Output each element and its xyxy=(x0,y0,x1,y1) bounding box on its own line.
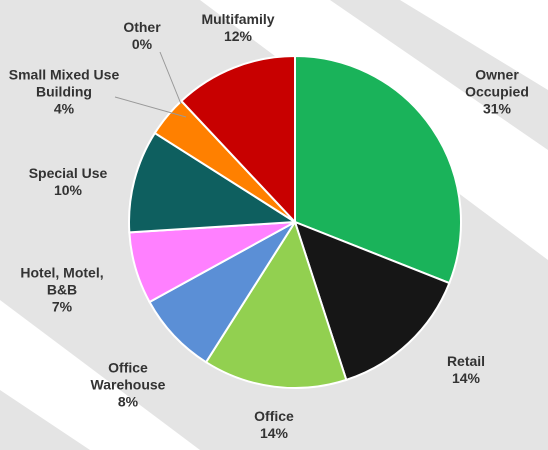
category-label: Owner Occupied xyxy=(465,66,529,100)
slice-label: Retail 14% xyxy=(436,353,496,387)
category-label: Hotel, Motel, B&B xyxy=(20,264,104,298)
slice-label: Hotel, Motel, B&B 7% xyxy=(17,265,107,316)
slice-label: Owner Occupied 31% xyxy=(452,67,542,118)
slices xyxy=(128,54,462,389)
pie-slice xyxy=(179,54,296,225)
slice-label: Small Mixed Use Building 4% xyxy=(4,67,124,118)
slice-label: Special Use 10% xyxy=(13,165,123,199)
category-label: Office Warehouse xyxy=(90,359,166,393)
slice-label: Other 0% xyxy=(112,19,172,53)
value-label: 31% xyxy=(482,100,512,117)
slice-label: Office 14% xyxy=(244,408,304,442)
background-stripe xyxy=(400,0,548,90)
category-label: Special Use xyxy=(28,165,108,181)
pie-slice xyxy=(294,54,462,285)
slice-label: Office Warehouse 8% xyxy=(83,360,173,411)
pie-slice xyxy=(128,131,299,234)
leader-line xyxy=(159,51,182,105)
slice-label: Multifamily 12% xyxy=(183,11,293,45)
value-label: 14% xyxy=(259,425,289,441)
value-label: 7% xyxy=(51,298,73,315)
category-label: Office xyxy=(254,408,294,424)
value-label: 14% xyxy=(451,370,481,386)
pie-slice xyxy=(204,219,348,389)
value-label: 8% xyxy=(117,393,139,410)
category-label: Small Mixed Use Building xyxy=(8,66,120,100)
value-label: 4% xyxy=(53,100,75,117)
category-label: Multifamily xyxy=(201,11,275,27)
category-label: Other xyxy=(123,19,161,35)
value-label: 12% xyxy=(223,28,253,44)
leader-line xyxy=(114,96,187,118)
value-label: 0% xyxy=(131,36,153,52)
value-label: 10% xyxy=(53,182,83,198)
background-stripe xyxy=(0,300,200,450)
category-label: Retail xyxy=(446,353,486,369)
